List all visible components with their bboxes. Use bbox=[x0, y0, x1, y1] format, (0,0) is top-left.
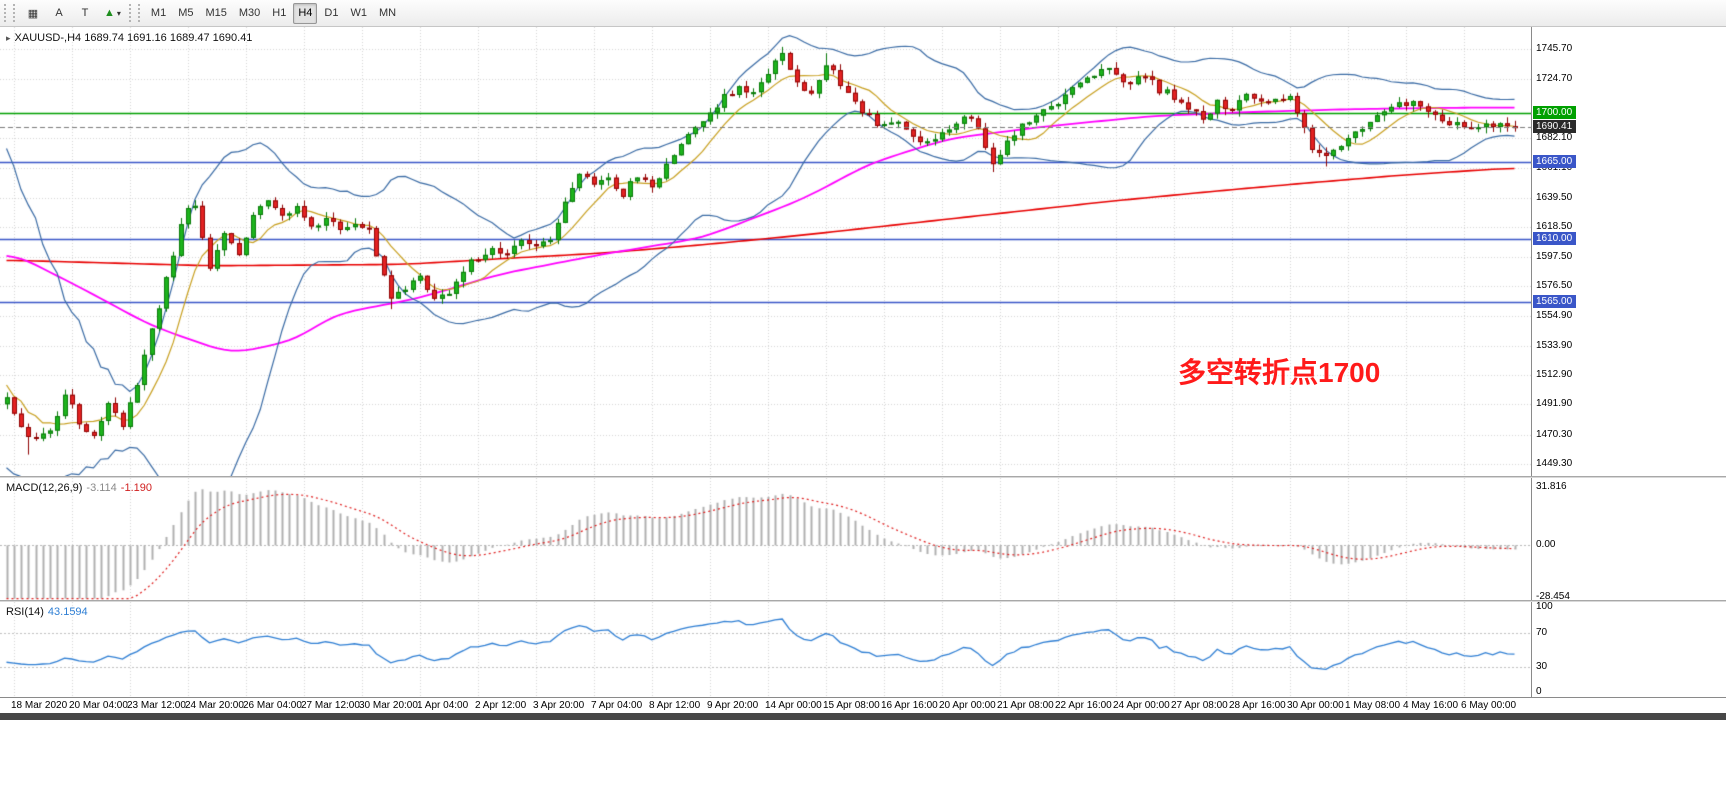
price-tick-label: 1639.50 bbox=[1536, 191, 1573, 203]
time-axis-label: 4 May 16:00 bbox=[1403, 700, 1459, 711]
price-tick-label: 1618.50 bbox=[1536, 221, 1573, 233]
text-label-t-button[interactable]: T bbox=[73, 3, 97, 24]
symbol-ohlc-label: ▸ XAUUSD-,H4 1689.74 1691.16 1689.47 1690… bbox=[6, 32, 252, 44]
timeframe-button-d1[interactable]: D1 bbox=[319, 3, 343, 24]
symbol-ohlc-text: XAUUSD-,H4 1689.74 1691.16 1689.47 1690.… bbox=[14, 32, 253, 44]
timeframe-button-m30[interactable]: M30 bbox=[234, 3, 265, 24]
price-tick-label: 1682.10 bbox=[1536, 132, 1573, 144]
time-axis-label: 20 Apr 00:00 bbox=[939, 700, 996, 711]
chart-annotation: 多空转折点1700 bbox=[1178, 357, 1381, 388]
time-axis-label: 21 Apr 08:00 bbox=[997, 700, 1054, 711]
time-axis-label: 9 Apr 20:00 bbox=[707, 700, 759, 711]
macd-tick-label: -28.454 bbox=[1536, 591, 1570, 603]
rsi-axis: 100 70 30 0 bbox=[1531, 601, 1726, 697]
time-axis-label: 16 Apr 16:00 bbox=[881, 700, 938, 711]
price-level-badge: 1665.00 bbox=[1533, 155, 1577, 169]
panel-splitter-rsi[interactable] bbox=[0, 600, 1726, 602]
price-level-badge: 1565.00 bbox=[1533, 295, 1577, 309]
macd-value: -3.114 bbox=[86, 482, 117, 494]
rsi-canvas[interactable] bbox=[0, 602, 1531, 697]
timeframe-button-m5[interactable]: M5 bbox=[173, 3, 198, 24]
time-axis-label: 6 May 00:00 bbox=[1461, 700, 1517, 711]
toolbar-drag-handle-2[interactable] bbox=[128, 4, 140, 22]
time-axis-label: 22 Apr 16:00 bbox=[1055, 700, 1112, 711]
toolbar: ▦ A T ▲ ▾ M1 M5 M15 M30 H1 H4 D1 W1 MN bbox=[0, 0, 1726, 27]
time-axis-label: 1 Apr 04:00 bbox=[417, 700, 469, 711]
price-tick-label: 1449.30 bbox=[1536, 457, 1573, 469]
time-axis-label: 27 Apr 08:00 bbox=[1171, 700, 1228, 711]
time-axis-label: 28 Apr 16:00 bbox=[1229, 700, 1286, 711]
drawing-tools-button[interactable]: ▲ ▾ bbox=[99, 3, 126, 24]
horizontal-scrollbar[interactable] bbox=[0, 713, 1726, 720]
time-axis-label: 8 Apr 12:00 bbox=[649, 700, 701, 711]
price-tick-label: 1745.70 bbox=[1536, 43, 1573, 55]
macd-label: MACD(12,26,9) -3.114 -1.190 bbox=[6, 482, 152, 494]
time-axis-label: 30 Apr 00:00 bbox=[1287, 700, 1344, 711]
macd-name: MACD(12,26,9) bbox=[6, 482, 83, 494]
time-axis-label: 2 Apr 12:00 bbox=[475, 700, 527, 711]
time-axis-label: 18 Mar 2020 bbox=[11, 700, 68, 711]
time-axis-label: 24 Mar 20:00 bbox=[185, 700, 244, 711]
rsi-tick-label: 0 bbox=[1536, 686, 1542, 697]
price-tick-label: 1470.30 bbox=[1536, 428, 1573, 440]
chart-area: 1745.701724.701682.101661.101639.501618.… bbox=[0, 27, 1726, 791]
toolbar-drag-handle[interactable] bbox=[4, 4, 15, 22]
chevron-down-icon: ▾ bbox=[116, 9, 121, 18]
price-tick-label: 1533.90 bbox=[1536, 339, 1573, 351]
chart-mode-icon: ▦ bbox=[27, 7, 39, 20]
time-axis-label: 7 Apr 04:00 bbox=[591, 700, 643, 711]
price-chart-canvas[interactable] bbox=[0, 27, 1531, 476]
timeframe-button-h4[interactable]: H4 bbox=[293, 2, 318, 24]
toolbar-tools-group: ▦ A T ▲ ▾ bbox=[20, 3, 127, 24]
time-axis-label: 30 Mar 20:00 bbox=[359, 700, 418, 711]
price-level-badge: 1610.00 bbox=[1533, 232, 1577, 246]
rsi-tick-label: 100 bbox=[1536, 601, 1553, 612]
price-tick-label: 1576.50 bbox=[1536, 280, 1573, 292]
timeframe-button-m15[interactable]: M15 bbox=[200, 3, 231, 24]
macd-canvas[interactable] bbox=[0, 478, 1531, 600]
price-level-badge: 1700.00 bbox=[1533, 106, 1577, 120]
timeframe-button-w1[interactable]: W1 bbox=[345, 3, 372, 24]
macd-axis: 31.816 0.00 -28.454 bbox=[1531, 478, 1726, 603]
macd-tick-label: 0.00 bbox=[1536, 539, 1556, 551]
price-axis: 1745.701724.701682.101661.101639.501618.… bbox=[1531, 27, 1726, 476]
text-label-a-icon: A bbox=[55, 7, 63, 19]
time-axis-label: 23 Mar 12:00 bbox=[127, 700, 186, 711]
rsi-tick-label: 30 bbox=[1536, 660, 1548, 672]
text-label-a-button[interactable]: A bbox=[47, 3, 71, 24]
price-tick-label: 1597.50 bbox=[1536, 250, 1573, 262]
price-tick-label: 1724.70 bbox=[1536, 72, 1573, 84]
one-click-trading-toggle-icon[interactable]: ▸ bbox=[6, 33, 11, 43]
price-tick-label: 1512.90 bbox=[1536, 369, 1573, 380]
timeframe-button-h1[interactable]: H1 bbox=[267, 3, 291, 24]
time-axis-label: 20 Mar 04:00 bbox=[69, 700, 128, 711]
text-label-t-icon: T bbox=[81, 7, 89, 19]
rsi-name: RSI(14) bbox=[6, 606, 44, 618]
macd-signal-value: -1.190 bbox=[120, 482, 152, 494]
panel-splitter-macd[interactable] bbox=[0, 476, 1726, 478]
chart-mode-button[interactable]: ▦ bbox=[21, 3, 45, 24]
rsi-tick-label: 70 bbox=[1536, 626, 1548, 638]
timeframe-button-m1[interactable]: M1 bbox=[146, 3, 171, 24]
time-axis-label: 14 Apr 00:00 bbox=[765, 700, 822, 711]
price-tick-label: 1554.90 bbox=[1536, 310, 1573, 322]
time-axis-label: 15 Apr 08:00 bbox=[823, 700, 880, 711]
timeframe-button-mn[interactable]: MN bbox=[374, 3, 401, 24]
price-tick-label: 1491.90 bbox=[1536, 398, 1573, 410]
time-axis-label: 3 Apr 20:00 bbox=[533, 700, 585, 711]
time-axis-label: 27 Mar 12:00 bbox=[301, 700, 360, 711]
time-axis-label: 1 May 08:00 bbox=[1345, 700, 1401, 711]
drawing-tools-icon: ▲ bbox=[104, 7, 115, 19]
current-price-badge: 1690.41 bbox=[1533, 119, 1577, 133]
toolbar-timeframes-group: M1 M5 M15 M30 H1 H4 D1 W1 MN bbox=[145, 2, 402, 24]
rsi-label: RSI(14) 43.1594 bbox=[6, 606, 88, 618]
time-axis-label: 26 Mar 04:00 bbox=[243, 700, 302, 711]
time-axis-label: 24 Apr 00:00 bbox=[1113, 700, 1170, 711]
rsi-value: 43.1594 bbox=[47, 606, 88, 618]
macd-tick-label: 31.816 bbox=[1536, 481, 1567, 493]
time-axis: 18 Mar 2020 20 Mar 04:00 23 Mar 12:00 24 Ma… bbox=[0, 697, 1726, 713]
